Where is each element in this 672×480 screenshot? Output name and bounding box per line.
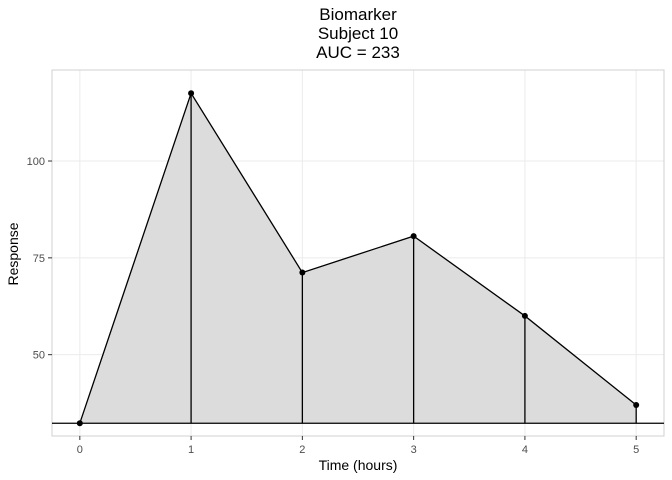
chart-title-line-2: Subject 10 [317,24,399,43]
x-tick-label: 3 [411,444,417,456]
auc-area [79,93,637,424]
tick-layer: 0 1 2 3 4 5 50 75 100 [27,156,640,456]
x-axis-title: Time (hours) [319,457,398,473]
y-tick-label: 75 [33,253,45,265]
mark-layer [52,90,664,427]
response-line [79,91,637,424]
data-point [76,420,83,427]
area-layer [79,93,637,424]
x-tick-label: 5 [633,444,639,456]
data-point [410,233,417,240]
y-tick-label: 50 [33,350,45,362]
x-tick-label: 4 [522,444,528,456]
chart-title-line-3: AUC = 233 [316,43,400,62]
y-axis-title: Response [5,222,21,285]
data-point [299,269,306,276]
x-tick-label: 0 [77,444,83,456]
data-point [633,402,640,409]
panel-border [51,69,665,437]
data-point [188,90,195,97]
chart-title-line-1: Biomarker [319,5,397,24]
x-tick-label: 2 [299,444,305,456]
y-tick-label: 100 [27,156,45,168]
data-point [521,312,528,319]
x-tick-label: 1 [188,444,194,456]
